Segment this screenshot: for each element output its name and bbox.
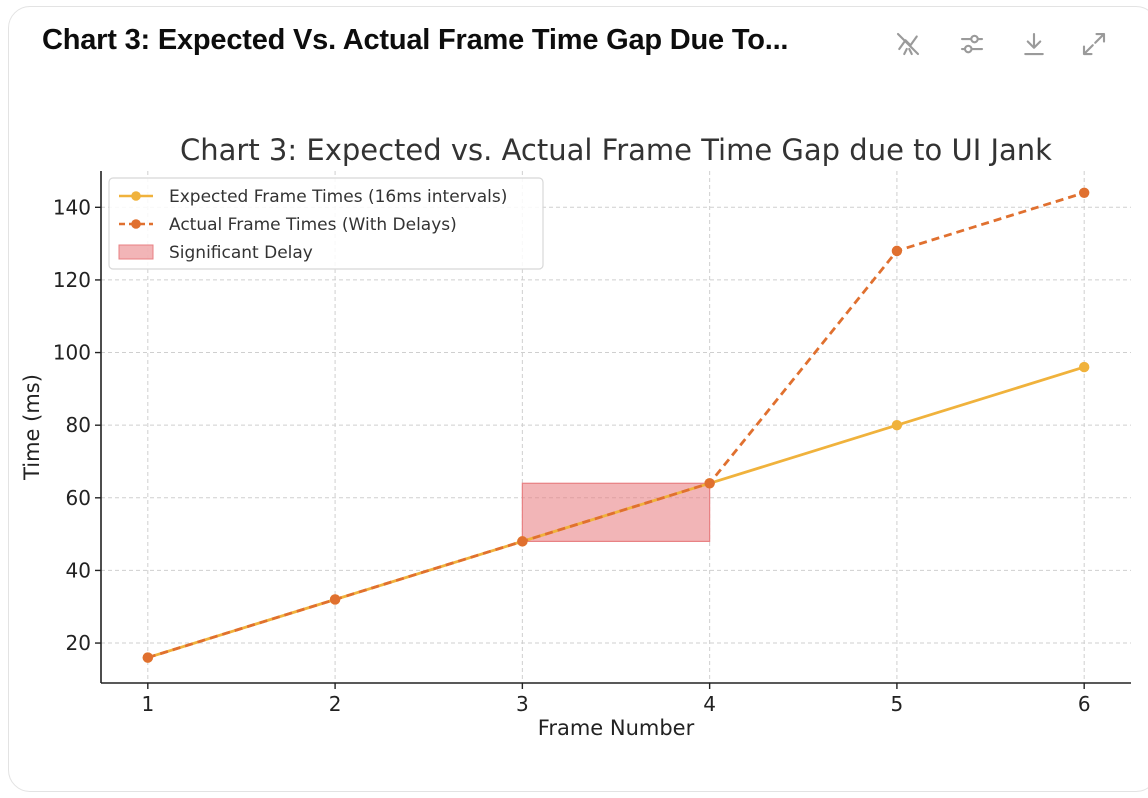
x-tick-label: 1 — [141, 692, 154, 716]
x-tick-label: 4 — [703, 692, 716, 716]
sliders-icon — [960, 34, 984, 54]
chart-type-toggle-button[interactable] — [888, 24, 928, 64]
expand-icon — [1082, 32, 1106, 56]
legend-swatch-region — [118, 244, 154, 260]
series-2-point — [1078, 187, 1090, 198]
y-tick-label: 60 — [66, 486, 91, 510]
series-1-point — [891, 419, 903, 431]
page-title: Chart 3: Expected Vs. Actual Frame Time … — [42, 24, 789, 56]
series-2-point — [329, 594, 341, 605]
chart-type-toggle-icon — [896, 32, 920, 56]
y-tick-label: 100 — [53, 341, 91, 365]
legend-marker-1 — [131, 191, 141, 201]
legend-box — [108, 177, 544, 270]
expand-button[interactable] — [1074, 24, 1114, 64]
series-line-2 — [147, 191, 1085, 659]
download-icon — [1024, 32, 1044, 56]
chart-title: Chart 3: Expected vs. Actual Frame Time … — [180, 133, 1052, 167]
x-tick-label: 2 — [329, 692, 342, 716]
legend-label: Actual Frame Times (With Delays) — [169, 215, 457, 235]
legend-marker-2 — [131, 219, 141, 229]
y-tick-label: 20 — [66, 631, 91, 655]
y-tick-label: 120 — [53, 268, 91, 292]
chart-card — [8, 6, 1148, 792]
x-axis-label: Frame Number — [538, 716, 695, 740]
x-tick-label: 5 — [891, 692, 904, 716]
x-tick-label: 3 — [516, 692, 529, 716]
legend-label: Expected Frame Times (16ms intervals) — [169, 187, 507, 207]
series-2-point — [517, 536, 528, 547]
series-2-point — [142, 652, 154, 663]
y-tick-label: 80 — [66, 413, 91, 437]
y-axis-label: Time (ms) — [20, 374, 44, 481]
chart-settings-button[interactable] — [952, 24, 992, 64]
y-tick-label: 140 — [53, 195, 91, 219]
y-tick-label: 40 — [66, 558, 91, 582]
series-1-point — [1078, 361, 1090, 373]
legend-label: Significant Delay — [169, 243, 313, 263]
series-2-point — [704, 478, 715, 489]
download-button[interactable] — [1014, 24, 1054, 64]
series-2-point — [891, 245, 903, 257]
x-tick-label: 6 — [1078, 692, 1091, 716]
